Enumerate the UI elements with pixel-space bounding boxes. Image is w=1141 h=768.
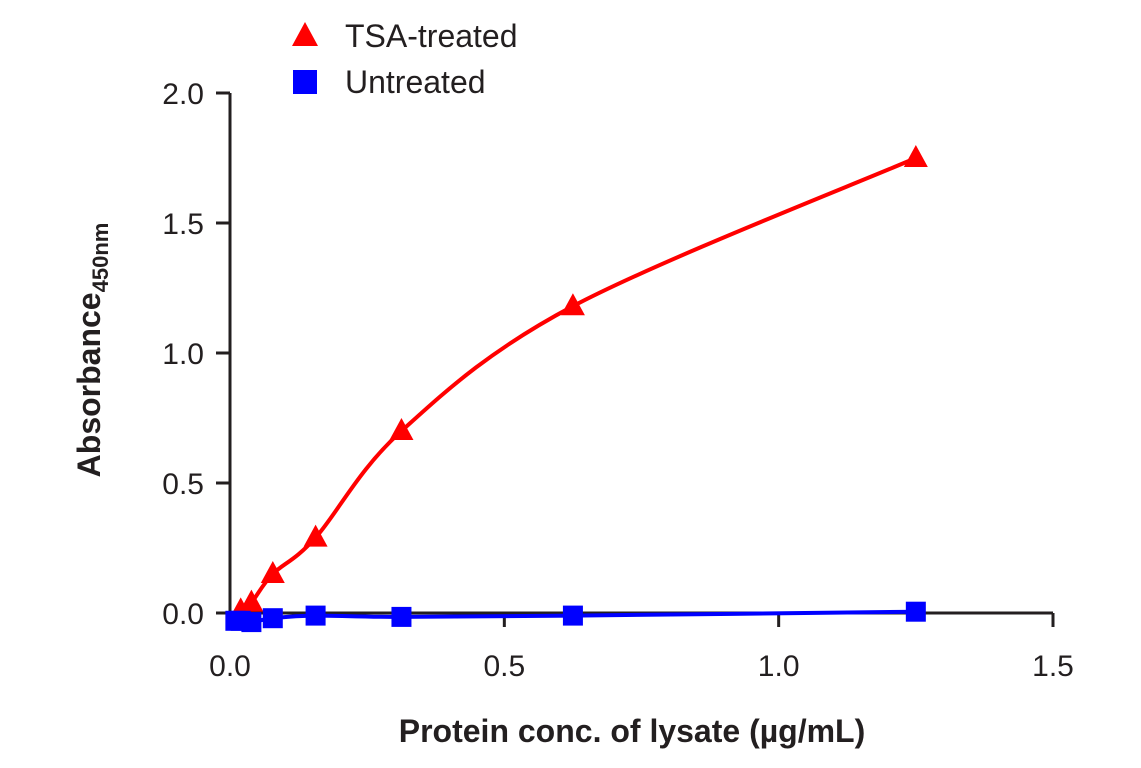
- y-axis-label-main: Absorbance: [71, 292, 107, 477]
- data-point-untreated: [562, 605, 583, 626]
- x-tick-label: 1.0: [758, 650, 800, 683]
- data-point-tsa-treated: [903, 145, 928, 167]
- series-line-tsa-treated: [239, 156, 917, 613]
- data-point-untreated: [262, 608, 283, 629]
- y-tick-label: 1.5: [162, 208, 204, 241]
- data-point-untreated: [241, 612, 262, 633]
- x-axis-label: Protein conc. of lysate (µg/mL): [399, 713, 866, 749]
- x-tick-label: 0.0: [209, 650, 251, 683]
- x-tick-label: 1.5: [1032, 650, 1074, 683]
- data-point-tsa-treated: [239, 589, 264, 612]
- y-tick-label: 0.0: [162, 598, 204, 631]
- data-point-tsa-treated: [303, 524, 328, 547]
- data-point-untreated: [905, 601, 926, 622]
- legend: TSA-treated Untreated: [292, 18, 518, 100]
- data-point-untreated: [305, 605, 326, 626]
- legend-label-tsa-treated: TSA-treated: [345, 18, 518, 54]
- data-point-tsa-treated: [560, 293, 585, 316]
- x-tick-label: 0.5: [483, 650, 525, 683]
- y-axis-label: Absorbance450nm: [71, 223, 113, 478]
- data-point-tsa-treated: [260, 561, 285, 583]
- series-layer: [225, 145, 928, 633]
- legend-marker-tsa-treated: [292, 22, 318, 46]
- legend-label-untreated: Untreated: [345, 64, 486, 100]
- legend-marker-untreated: [293, 70, 317, 94]
- y-tick-label: 0.5: [162, 468, 204, 501]
- data-point-tsa-treated: [389, 418, 414, 440]
- axes: 0.0 0.5 1.0 1.5 2.0 0.0 0.5 1.0 1.5: [162, 78, 1074, 683]
- y-tick-label: 2.0: [162, 78, 204, 111]
- y-tick-label: 1.0: [162, 338, 204, 371]
- y-axis-label-subscript: 450nm: [88, 223, 113, 293]
- data-point-untreated: [391, 606, 412, 627]
